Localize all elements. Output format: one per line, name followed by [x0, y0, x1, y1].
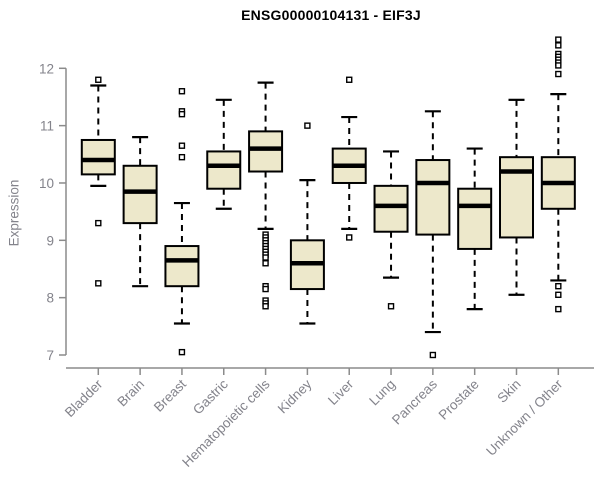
x-tick-label-brain: Brain: [114, 377, 147, 410]
outlier-point: [429, 351, 437, 359]
y-tick-label: 9: [46, 233, 54, 248]
boxplot-group-skin: [499, 98, 534, 296]
x-tick-label-pancreas: Pancreas: [389, 376, 440, 427]
iqr-box: [499, 156, 534, 239]
iqr-box: [206, 150, 242, 190]
boxplot-group-lung: [373, 150, 409, 310]
iqr-box: [164, 245, 200, 288]
outlier-point: [304, 122, 311, 129]
outlier-point: [178, 110, 186, 118]
outlier-point: [178, 348, 186, 356]
boxplot-group-liver: [331, 76, 367, 241]
outlier-point: [555, 282, 562, 290]
iqr-box: [122, 164, 158, 225]
x-tick-label-prostate: Prostate: [436, 377, 482, 423]
outlier-point: [178, 153, 186, 161]
y-tick-label: 12: [39, 61, 54, 76]
outlier-point: [262, 285, 269, 293]
outlier-point: [555, 305, 562, 313]
boxplot-group-unknown-other: [540, 36, 576, 313]
iqr-box: [457, 187, 493, 250]
y-tick-label: 10: [39, 176, 54, 191]
x-tick-label-skin: Skin: [494, 377, 523, 406]
outlier-point: [555, 36, 562, 43]
outlier-point: [555, 70, 562, 78]
outlier-point: [555, 62, 562, 69]
iqr-box: [373, 184, 409, 233]
outlier-point: [555, 42, 562, 49]
boxplot-group-hematopoietic-cells: [248, 81, 284, 310]
boxplot-group-pancreas: [415, 110, 451, 359]
y-tick-label: 11: [40, 119, 54, 134]
chart-title: ENSG00000104131 - EIF3J: [241, 7, 421, 23]
y-axis-label: Expression: [6, 179, 22, 247]
boxplot-group-bladder: [80, 76, 116, 287]
y-tick-label: 8: [46, 291, 54, 306]
boxplot-group-gastric: [206, 98, 242, 210]
y-tick-label: 7: [46, 348, 54, 363]
outlier-point: [262, 303, 269, 310]
x-tick-label-gastric: Gastric: [190, 376, 231, 417]
outlier-point: [95, 219, 102, 227]
outlier-point: [346, 76, 353, 83]
outlier-point: [95, 76, 102, 83]
x-tick-label-unknown-other: Unknown / Other: [483, 376, 566, 459]
iqr-box: [80, 138, 116, 176]
x-tick-label-lung: Lung: [366, 377, 398, 409]
x-tick-label-kidney: Kidney: [275, 376, 315, 416]
x-tick-label-liver: Liver: [325, 376, 357, 408]
outlier-point: [178, 88, 186, 95]
x-tick-label-bladder: Bladder: [62, 376, 106, 420]
boxplot-group-brain: [122, 136, 158, 288]
iqr-box: [415, 159, 451, 236]
boxplot-group-prostate: [457, 147, 493, 311]
outlier-point: [95, 280, 102, 287]
x-tick-label-breast: Breast: [151, 376, 189, 414]
outlier-point: [262, 260, 269, 267]
outlier-point: [346, 234, 353, 241]
boxplot-group-breast: [164, 88, 200, 356]
outlier-point: [387, 303, 395, 310]
outlier-point: [262, 254, 269, 261]
outlier-point: [178, 142, 186, 149]
boxplot-group-kidney: [289, 122, 325, 325]
iqr-box: [248, 130, 284, 173]
outlier-point: [555, 291, 562, 298]
